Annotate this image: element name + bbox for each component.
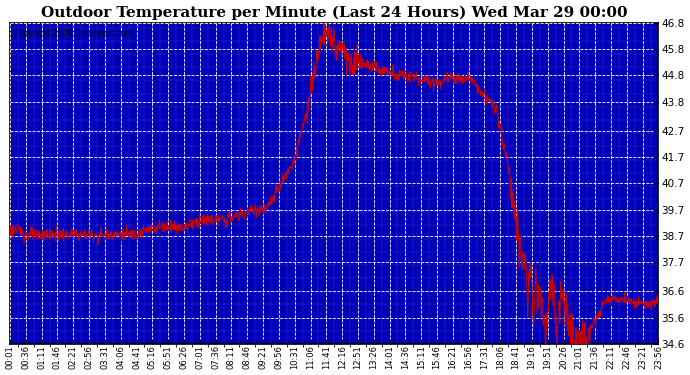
Title: Outdoor Temperature per Minute (Last 24 Hours) Wed Mar 29 00:00: Outdoor Temperature per Minute (Last 24 …	[41, 6, 627, 20]
Text: Copyright 2006 Curtronics.com: Copyright 2006 Curtronics.com	[13, 29, 133, 38]
